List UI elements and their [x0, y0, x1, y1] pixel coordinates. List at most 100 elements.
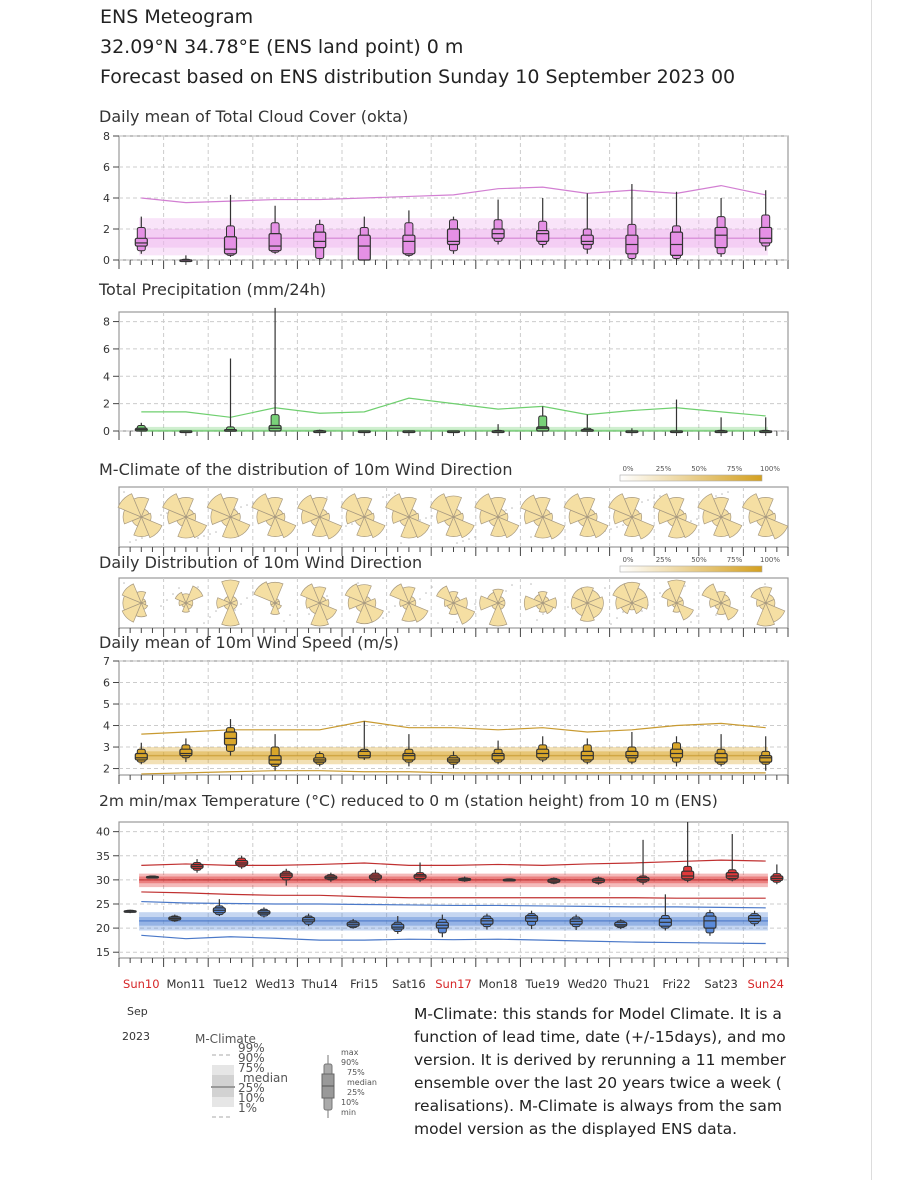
tmax-box — [502, 878, 516, 882]
description-line: model version as the displayed ENS data. — [414, 1120, 738, 1138]
rose-sector — [140, 516, 163, 539]
tmax-box — [279, 868, 293, 886]
mclimate-1-line — [141, 770, 766, 775]
rose-sector — [340, 493, 365, 518]
background-dot — [641, 610, 643, 612]
winddaily-rose — [750, 586, 786, 627]
mclimate-legend-label: median — [243, 1071, 288, 1085]
rose-scale-label: 25% — [656, 465, 672, 473]
tmax-box — [681, 822, 695, 883]
background-dot — [252, 591, 254, 593]
rose-sector — [579, 602, 595, 622]
winddaily-rose — [524, 591, 557, 615]
rose-scale-label: 75% — [727, 465, 743, 473]
box-legend-label: 10% — [341, 1098, 359, 1107]
winddaily-panel: 0% 25% 50% 75% 100% — [118, 556, 789, 637]
background-dot — [172, 593, 174, 595]
rose-sector — [497, 516, 520, 539]
cloud-box — [268, 205, 282, 254]
forecast-line: Forecast based on ENS distribution Sunda… — [100, 66, 736, 88]
temperature-panel-title: 2m min/max Temperature (°C) reduced to 0… — [99, 792, 718, 810]
background-dot — [604, 587, 606, 589]
y-tick-label: 6 — [103, 343, 110, 356]
rose-scale-label: 0% — [622, 556, 633, 564]
tmin-box — [569, 914, 583, 931]
box-25-75 — [402, 234, 416, 255]
box-25-75 — [402, 752, 416, 761]
rose-sector — [274, 516, 297, 539]
box-25-75 — [134, 752, 148, 761]
tmax-box — [368, 869, 383, 883]
windclim-panel-title: M-Climate of the distribution of 10m Win… — [99, 460, 513, 479]
y-tick-label: 40 — [96, 826, 110, 839]
rose-sector — [117, 493, 142, 518]
mclimate-1-line — [141, 934, 766, 945]
y-tick-label: 30 — [96, 874, 110, 887]
background-dot — [474, 536, 476, 538]
cloud-box — [491, 199, 505, 245]
background-dot — [721, 493, 723, 495]
cloud-box — [580, 193, 594, 254]
rose-sector — [542, 602, 554, 615]
background-dot — [474, 603, 476, 605]
background-dot — [536, 619, 538, 621]
precip-panel-title: Total Precipitation (mm/24h) — [99, 280, 327, 299]
y-tick-label: 0 — [103, 254, 110, 267]
tmin-box — [123, 909, 137, 914]
box-25-75 — [625, 750, 639, 759]
background-dot — [308, 613, 310, 615]
rose-sector — [608, 493, 633, 518]
background-dot — [357, 582, 359, 584]
rose-sector — [675, 516, 698, 539]
rose-colour-scale — [619, 474, 763, 482]
windclim-panel: 0% 25% 50% 75% 100% — [117, 465, 789, 556]
background-dot — [530, 536, 532, 538]
description-line: function of lead time, date (+/-15days),… — [414, 1028, 786, 1046]
background-dot — [659, 592, 661, 594]
precip-box — [714, 417, 728, 434]
tmax-box — [235, 855, 249, 869]
background-dot — [690, 621, 692, 623]
rose-sector — [492, 588, 504, 604]
rose-sector — [445, 516, 462, 537]
description-line: ensemble over the last 20 years twice a … — [414, 1074, 782, 1092]
background-dot — [419, 598, 421, 600]
y-tick-label: 2 — [103, 398, 110, 411]
day-label: Fri15 — [350, 977, 378, 991]
rose-sector — [537, 591, 548, 604]
rose-sector — [713, 516, 730, 537]
precip-box — [223, 358, 238, 432]
background-dot — [696, 615, 698, 617]
temperature-panel: 15 20 25 30 35 40 — [96, 821, 789, 967]
winddaily-panel-title: Daily Distribution of 10m Wind Direction — [99, 553, 423, 572]
tmax-box — [636, 839, 650, 885]
tmax-box — [324, 872, 338, 882]
background-dot — [511, 507, 513, 509]
day-label: Wed20 — [567, 977, 607, 991]
day-label: Sat23 — [704, 977, 738, 991]
rose-sector — [206, 493, 232, 518]
rose-sector — [541, 597, 557, 609]
windspeed-box — [669, 736, 684, 767]
mclimate-legend-label: 90% — [238, 1051, 265, 1065]
background-dot — [203, 622, 205, 624]
rose-sector — [697, 493, 722, 518]
windspeed-box — [402, 734, 416, 767]
rose-sector — [270, 602, 280, 615]
windspeed-box — [179, 738, 193, 763]
background-dot — [209, 533, 211, 535]
mclimate-99-line — [141, 900, 766, 909]
rose-sector — [310, 602, 329, 627]
rose-sector — [216, 597, 232, 609]
rose-sector — [408, 516, 431, 539]
precip-panel: 0 2 4 6 8 — [103, 307, 789, 440]
box-25-75 — [134, 237, 148, 247]
background-dot — [252, 502, 254, 504]
rose-sector — [672, 602, 681, 613]
location-line: 32.09°N 34.78°E (ENS land point) 0 m — [100, 36, 464, 58]
tmax-box — [145, 875, 160, 879]
background-dot — [647, 499, 649, 501]
rose-sector — [720, 602, 739, 621]
windspeed-box — [446, 751, 461, 769]
windspeed-box — [714, 734, 728, 767]
